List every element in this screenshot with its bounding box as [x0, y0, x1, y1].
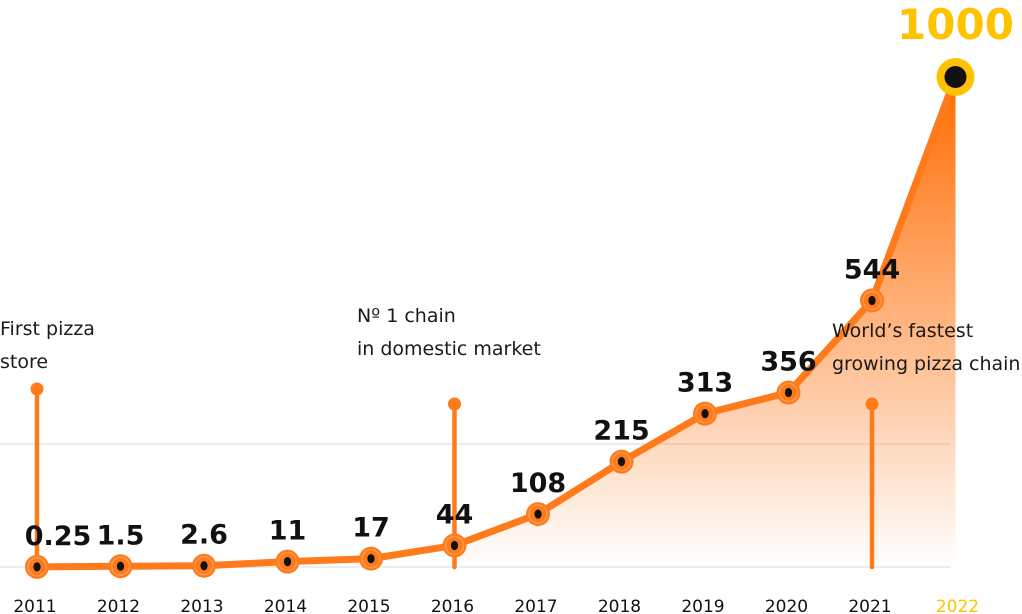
x-axis-ticks: 2011 2012 2013 2014 2015 2016 2017 2018 2019 2020…: [13, 597, 979, 614]
value-label: 0.25: [25, 521, 92, 552]
annotation-no1-chain: Nº 1 chain in domestic market: [357, 300, 541, 366]
x-tick-label: 2011: [13, 597, 56, 614]
point-center: [200, 561, 208, 571]
x-tick-label: 2015: [347, 597, 390, 614]
point-center: [944, 66, 967, 88]
point-center: [534, 509, 542, 519]
annotation-dot: [448, 397, 461, 411]
area-path: [454, 77, 956, 567]
annotation-dot: [865, 397, 879, 411]
point-ring: [695, 403, 715, 424]
data-points: [25, 58, 975, 579]
point-ring: [444, 535, 465, 556]
x-tick-label: 2021: [848, 597, 891, 614]
data-point: [936, 58, 975, 96]
annotation-fastest-growing: World’s fastest growing pizza chain: [832, 315, 1020, 381]
value-label: 11: [269, 516, 307, 547]
area-fill: [454, 77, 956, 567]
value-label: 544: [844, 254, 900, 285]
point-center: [367, 554, 375, 564]
x-tick-label: 2012: [97, 597, 140, 614]
value-label: 2.6: [180, 520, 228, 551]
value-label: 356: [760, 347, 816, 378]
x-tick-label: 2017: [514, 597, 557, 614]
value-label: 108: [510, 468, 566, 499]
point-ring: [361, 548, 381, 569]
point-center: [33, 562, 41, 572]
x-tick-label: 2020: [765, 597, 808, 614]
value-label: 1.5: [97, 520, 145, 551]
annotation-line: store: [0, 351, 49, 373]
point-ring: [194, 555, 214, 576]
point-ring: [611, 451, 632, 472]
annotation-line: First pizza: [0, 318, 95, 340]
value-label: 44: [436, 499, 474, 530]
data-point: [860, 288, 884, 313]
data-point: [25, 554, 49, 579]
point-ring: [778, 382, 799, 403]
point-center: [116, 561, 125, 571]
value-label: 215: [593, 416, 649, 447]
series-line: [33, 73, 959, 571]
point-ring: [27, 557, 47, 577]
series-polyline: [33, 73, 959, 571]
point-center: [283, 557, 292, 567]
annotation-line: growing pizza chain: [832, 353, 1021, 375]
data-point: [108, 554, 133, 579]
data-point: [526, 502, 550, 527]
point-ring: [110, 556, 131, 577]
data-point: [359, 546, 383, 571]
point-center: [450, 540, 459, 551]
x-tick-label: 2014: [264, 597, 307, 614]
x-tick-label: 2019: [681, 597, 724, 614]
point-center: [868, 295, 876, 306]
data-point: [275, 549, 300, 574]
x-tick-label: 2018: [598, 597, 641, 614]
x-tick-label: 2013: [180, 597, 223, 614]
point-center: [617, 457, 626, 467]
data-point: [776, 380, 801, 405]
data-point: [442, 533, 467, 558]
data-point: [693, 401, 717, 426]
point-center: [784, 387, 793, 398]
point-ring: [862, 290, 882, 311]
annotation-line: World’s fastest: [832, 320, 974, 342]
value-label: 313: [677, 368, 733, 399]
annotation-first-store: First pizza store: [0, 313, 95, 379]
value-label: 17: [352, 513, 390, 544]
annotation-line: in domestic market: [357, 338, 541, 360]
value-label: 1000: [897, 0, 1014, 49]
point-ring: [528, 504, 548, 524]
point-ring: [277, 551, 298, 572]
x-tick-label: 2022: [936, 597, 979, 614]
value-labels: 0.25 1.5 2.6 11 17 44 108 215 313 356 544 1000: [25, 0, 1014, 552]
point-center: [701, 409, 709, 419]
data-point: [609, 449, 634, 474]
x-tick-label: 2016: [431, 597, 474, 614]
annotation-dot: [30, 382, 44, 396]
annotation-line: Nº 1 chain: [357, 305, 456, 327]
data-point: [192, 553, 216, 578]
